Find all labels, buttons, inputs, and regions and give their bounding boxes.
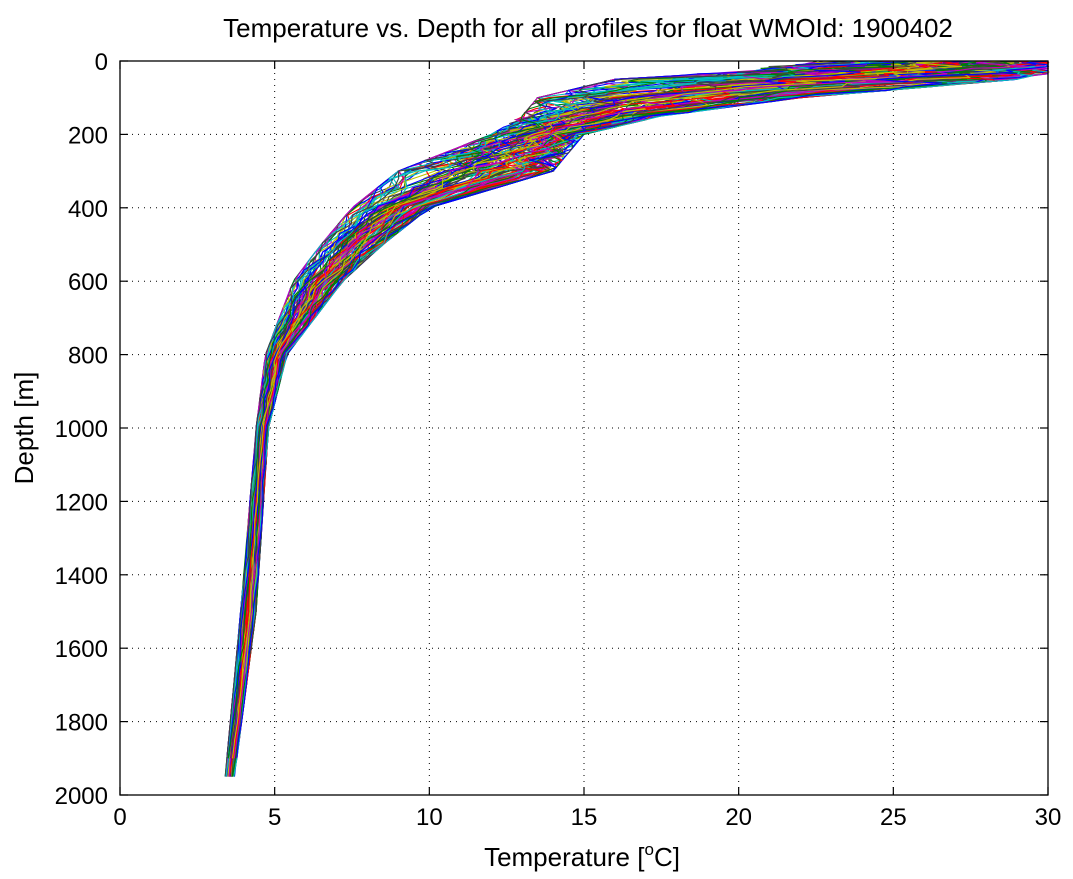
x-axis-label-main: Temperature [: [484, 842, 645, 872]
y-tick-label: 1200: [55, 489, 108, 516]
y-tick-label: 800: [68, 343, 108, 370]
profile-line: [226, 60, 851, 759]
y-tick-label: 400: [68, 196, 108, 223]
y-tick-label: 1800: [55, 710, 108, 737]
x-tick-label: 15: [571, 804, 598, 831]
y-tick-label: 1400: [55, 563, 108, 590]
y-tick-label: 2000: [55, 783, 108, 810]
chart-title: Temperature vs. Depth for all profiles f…: [223, 13, 953, 43]
x-tick-label: 25: [880, 804, 907, 831]
y-tick-label: 1600: [55, 636, 108, 663]
y-axis-label: Depth [m]: [9, 372, 39, 485]
x-tick-label: 30: [1035, 804, 1062, 831]
x-tick-label: 10: [416, 804, 443, 831]
x-axis-label: Temperature [oC]: [484, 840, 680, 872]
profile-line: [233, 60, 1029, 759]
profile-series: [224, 60, 1050, 777]
profile-line: [233, 60, 1049, 777]
x-tick-label: 20: [725, 804, 752, 831]
profile-line: [227, 60, 905, 759]
x-tick-label: 0: [113, 804, 126, 831]
x-axis-label-sup: o: [644, 840, 653, 859]
y-tick-label: 1000: [55, 416, 108, 443]
x-axis-label-tail: C]: [654, 842, 680, 872]
profile-line: [236, 60, 1050, 759]
y-tick-label: 200: [68, 122, 108, 149]
y-tick-label: 0: [95, 49, 108, 76]
axis-ticks: 0 5 10 15 20 25 30 0 200 400 600 800 1000 1200 1400 160…: [55, 49, 1062, 831]
y-tick-label: 600: [68, 269, 108, 296]
profile-line: [227, 60, 930, 759]
x-tick-label: 5: [268, 804, 281, 831]
profile-line: [227, 60, 914, 759]
profile-line: [232, 60, 963, 759]
grid-lines: [120, 61, 1048, 795]
